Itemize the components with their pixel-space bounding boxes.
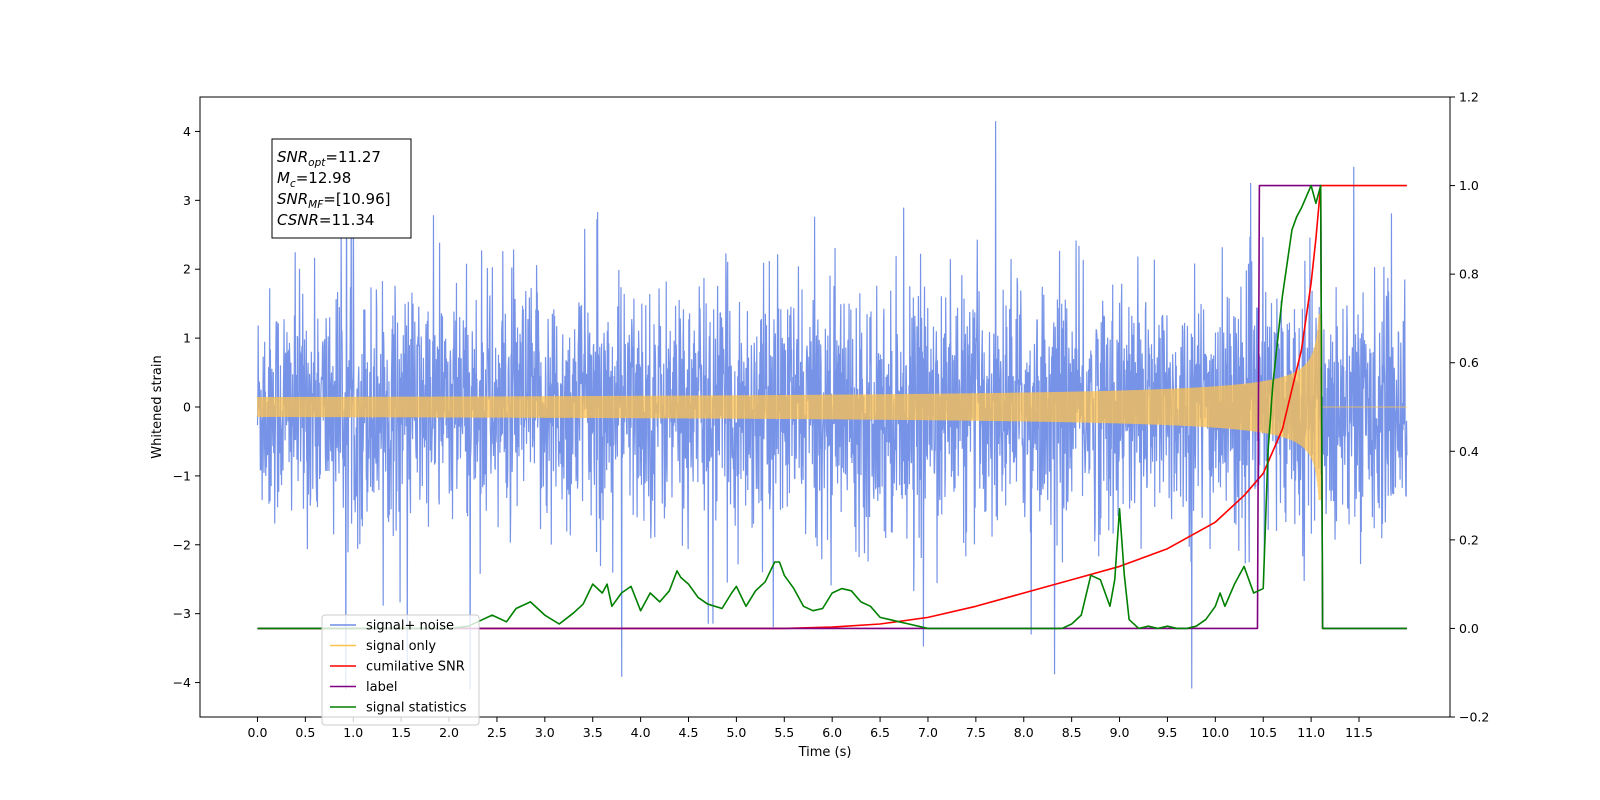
y-tick-label: −1	[173, 468, 191, 483]
x-tick-label: 3.5	[583, 725, 603, 740]
x-tick-label: 1.5	[391, 725, 411, 740]
annotation-subscript: MF	[308, 199, 324, 211]
y-tick-label: 3	[183, 193, 191, 208]
x-tick-label: 2.5	[487, 725, 507, 740]
x-tick-label: 11.0	[1297, 725, 1325, 740]
annotation-value: =12.98	[296, 169, 352, 187]
x-tick-label: 11.5	[1345, 725, 1373, 740]
y2-tick-label: 0.6	[1459, 355, 1479, 370]
x-tick-label: 4.0	[631, 725, 651, 740]
annotation-symbol: SNR	[277, 190, 308, 208]
x-tick-label: 7.0	[918, 725, 938, 740]
y2-tick-label: 1.2	[1459, 90, 1479, 105]
series-cumulative-snr	[257, 184, 1407, 630]
annotation-line: Mc=12.98	[277, 169, 351, 190]
x-tick-label: 6.5	[870, 725, 890, 740]
x-tick-label: 9.0	[1110, 725, 1130, 740]
legend-entry: signal statistics	[366, 701, 467, 716]
x-tick-label: 2.0	[439, 725, 459, 740]
y-tick-label: 2	[183, 262, 191, 277]
annotation-subscript: c	[290, 178, 296, 190]
y-tick-label: −3	[173, 606, 191, 621]
annotation-symbol: M	[277, 169, 290, 187]
x-tick-label: 10.5	[1249, 725, 1277, 740]
x-tick-label: 6.0	[822, 725, 842, 740]
x-tick-label: 0.5	[295, 725, 315, 740]
annotation-line: SNRopt=11.27	[277, 148, 381, 169]
annotation-value: =11.27	[325, 148, 381, 166]
legend-entry: signal+ noise	[366, 619, 454, 634]
x-tick-label: 8.5	[1062, 725, 1082, 740]
y-tick-label: 4	[183, 124, 191, 139]
annotation-symbol: CSNR	[277, 211, 319, 229]
y2-tick-label: −0.2	[1459, 710, 1489, 725]
x-tick-label: 8.0	[1014, 725, 1034, 740]
y2-tick-label: 0.0	[1459, 621, 1479, 636]
y-tick-label: 0	[183, 400, 191, 415]
series-signal-statistics	[257, 184, 1407, 630]
legend-entry: label	[366, 680, 397, 695]
annotation-subscript: opt	[308, 157, 326, 169]
y-tick-label: −4	[173, 675, 191, 690]
x-tick-label: 0.0	[248, 725, 268, 740]
annotation-line: CSNR=11.34	[277, 211, 374, 229]
x-tick-label: 1.0	[343, 725, 363, 740]
y2-tick-label: 1.0	[1459, 178, 1479, 193]
legend-entry: cumilative SNR	[366, 660, 465, 675]
x-tick-label: 3.0	[535, 725, 555, 740]
x-axis-label: Time (s)	[798, 745, 852, 760]
annotation-line: SNRMF=[10.96]	[277, 190, 391, 211]
x-tick-label: 7.5	[966, 725, 986, 740]
annotation-value: =[10.96]	[323, 190, 390, 208]
series-signal-noise	[256, 121, 1408, 690]
legend: signal+ noise signal only cumilative SNR la…	[321, 614, 480, 726]
x-tick-label: 10.0	[1201, 725, 1229, 740]
legend-entry: signal only	[366, 639, 436, 654]
series-signal-only	[256, 313, 1407, 501]
y-tick-label: −2	[173, 537, 191, 552]
x-tick-label: 4.5	[679, 725, 699, 740]
annotation-box: SNRopt=11.27Mc=12.98SNRMF=[10.96]CSNR=11…	[271, 138, 412, 239]
y2-tick-label: 0.4	[1459, 444, 1479, 459]
x-tick-label: 5.5	[774, 725, 794, 740]
annotation-value: =11.34	[319, 211, 375, 229]
y2-tick-label: 0.2	[1459, 532, 1479, 547]
x-tick-label: 9.5	[1157, 725, 1177, 740]
y2-tick-label: 0.8	[1459, 267, 1479, 282]
x-tick-label: 5.0	[726, 725, 746, 740]
y-axis-label: Whitened strain	[150, 355, 165, 458]
y-tick-label: 1	[183, 331, 191, 346]
annotation-symbol: SNR	[277, 148, 308, 166]
